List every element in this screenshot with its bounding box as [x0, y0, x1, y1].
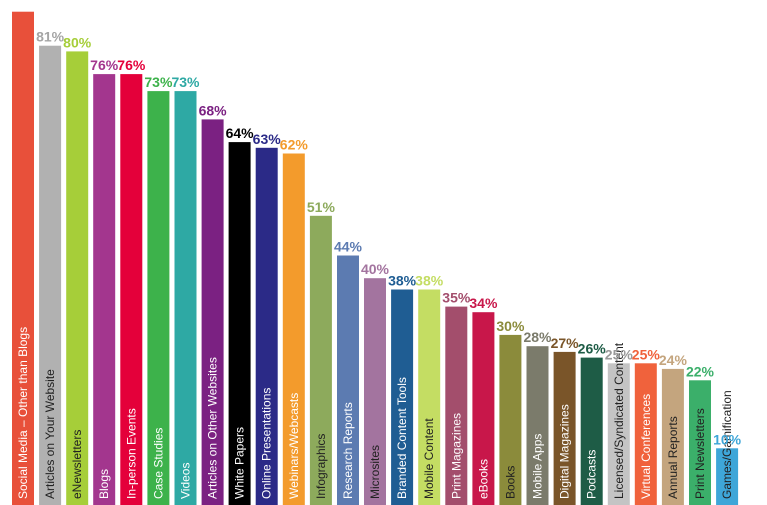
bar: [391, 289, 414, 505]
value-label: 26%: [578, 341, 607, 357]
bar-label: eNewsletters: [70, 430, 84, 499]
bar-label: Podcasts: [585, 450, 599, 499]
bar-label: Videos: [179, 463, 193, 499]
value-label: 40%: [361, 261, 390, 277]
value-label: 51%: [307, 199, 336, 215]
bar: [689, 380, 711, 505]
bar: [418, 289, 441, 505]
bar-label: Games/Gamification: [720, 390, 734, 499]
bar: [66, 51, 89, 505]
value-label: 73%: [144, 74, 173, 90]
bar: [445, 306, 468, 505]
bar: [472, 312, 495, 505]
bar: [282, 153, 305, 505]
bar-label: Print Magazines: [449, 413, 463, 499]
value-label: 64%: [226, 125, 255, 141]
value-label: 35%: [442, 290, 471, 306]
bar-label: eBooks: [476, 459, 490, 499]
bar-label: Virtual Conferences: [639, 394, 653, 499]
value-label: 62%: [280, 137, 309, 153]
value-label: 81%: [36, 29, 65, 45]
bar: [309, 215, 332, 505]
bar-label: Books: [503, 466, 517, 499]
value-label: 10%: [713, 431, 742, 447]
bar: [147, 91, 170, 505]
bar: [39, 45, 62, 505]
value-label: 38%: [415, 273, 444, 289]
bar-label: Mobile Content: [422, 418, 436, 499]
value-label: 34%: [469, 295, 498, 311]
value-label: 28%: [523, 329, 552, 345]
bar: [174, 91, 197, 505]
value-label: 30%: [496, 318, 525, 334]
bar-label: Online Presentations: [260, 388, 274, 499]
value-label: 73%: [171, 74, 200, 90]
bar: [716, 448, 739, 505]
value-label: 27%: [551, 335, 580, 351]
bar: [634, 363, 657, 505]
bar-label: Branded Content Tools: [395, 377, 409, 499]
bar-label: Print Newsletters: [693, 408, 707, 499]
value-label: 44%: [334, 239, 363, 255]
bar-label: Webinars/Webcasts: [287, 393, 301, 499]
bar: [364, 278, 386, 505]
bar-label: In-person Events: [124, 408, 138, 499]
value-label: 76%: [117, 57, 146, 73]
bar-label: Blogs: [97, 469, 111, 499]
bar-label: Infographics: [314, 434, 328, 499]
bar: [337, 255, 359, 505]
value-label: 24%: [659, 352, 688, 368]
bar: [12, 11, 34, 505]
bar: [526, 346, 549, 505]
bar-label: Digital Magazines: [558, 404, 572, 499]
value-label: 80%: [63, 34, 92, 50]
value-label: 63%: [253, 131, 282, 147]
value-label: 22%: [686, 363, 715, 379]
bar-label: Articles on Other Websites: [206, 357, 220, 499]
bar-label: Mobile Apps: [531, 434, 545, 499]
value-label: 68%: [199, 102, 228, 118]
value-label: 76%: [90, 57, 119, 73]
bar: [93, 74, 116, 505]
bar-label: Articles on Your Website: [43, 369, 57, 499]
bar-label: Case Studies: [151, 428, 165, 499]
bar-label: Licensed/Syndicated Content: [612, 342, 626, 499]
bar-label: Microsites: [368, 445, 382, 499]
bar: [499, 334, 522, 505]
value-label: 25%: [605, 346, 634, 362]
bar: [553, 351, 576, 505]
bar-label: Annual Reports: [666, 416, 680, 499]
bar-label: White Papers: [233, 427, 247, 499]
bar: [661, 368, 684, 505]
bar: [201, 119, 224, 505]
bar-label: Research Reports: [341, 402, 355, 499]
value-label: 25%: [632, 346, 661, 362]
bar: [580, 357, 603, 505]
bar: [120, 74, 143, 505]
bar-label: Social Media – Other than Blogs: [16, 327, 30, 499]
bar: [607, 363, 630, 505]
bar: [228, 142, 251, 505]
value-label: 38%: [388, 273, 417, 289]
bar: [255, 147, 278, 505]
